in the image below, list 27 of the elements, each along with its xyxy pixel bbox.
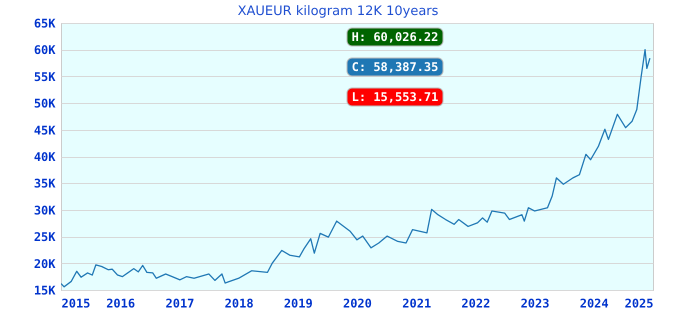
line-series: [61, 49, 651, 288]
x-tick-label: 2024: [580, 296, 609, 310]
chart-title: XAUEUR kilogram 12K 10years: [238, 4, 439, 19]
x-tick-label: 2023: [520, 296, 550, 310]
x-tick-label: 2017: [166, 296, 194, 310]
y-tick-label: 30K: [34, 203, 56, 218]
y-tick-label: 65K: [34, 16, 56, 30]
x-tick-label: 2025: [624, 296, 654, 310]
x-tick-label: 2019: [284, 296, 313, 310]
annotation: C: 58,387.35: [352, 60, 438, 74]
y-tick-label: 40K: [34, 150, 56, 164]
annotation: L: 15,553.71: [352, 90, 438, 104]
y-tick-label: 55K: [34, 70, 56, 84]
x-tick-label: 2016: [106, 296, 136, 310]
x-tick-label: 2018: [224, 296, 254, 310]
annotation: H: 60,026.22: [352, 30, 438, 44]
y-tick-label: 15K: [34, 284, 56, 298]
x-tick-label: 2022: [461, 296, 490, 310]
x-tick-label: 2021: [402, 296, 432, 310]
y-tick-label: 50K: [34, 96, 56, 111]
x-tick-label: 2020: [342, 296, 372, 310]
y-tick-label: 20K: [34, 256, 56, 271]
y-tick-label: 25K: [34, 230, 56, 244]
y-tick-label: 45K: [34, 123, 56, 138]
y-tick-label: 60K: [34, 43, 56, 58]
x-tick-label: 2015: [62, 296, 90, 310]
y-tick-label: 35K: [34, 176, 56, 191]
